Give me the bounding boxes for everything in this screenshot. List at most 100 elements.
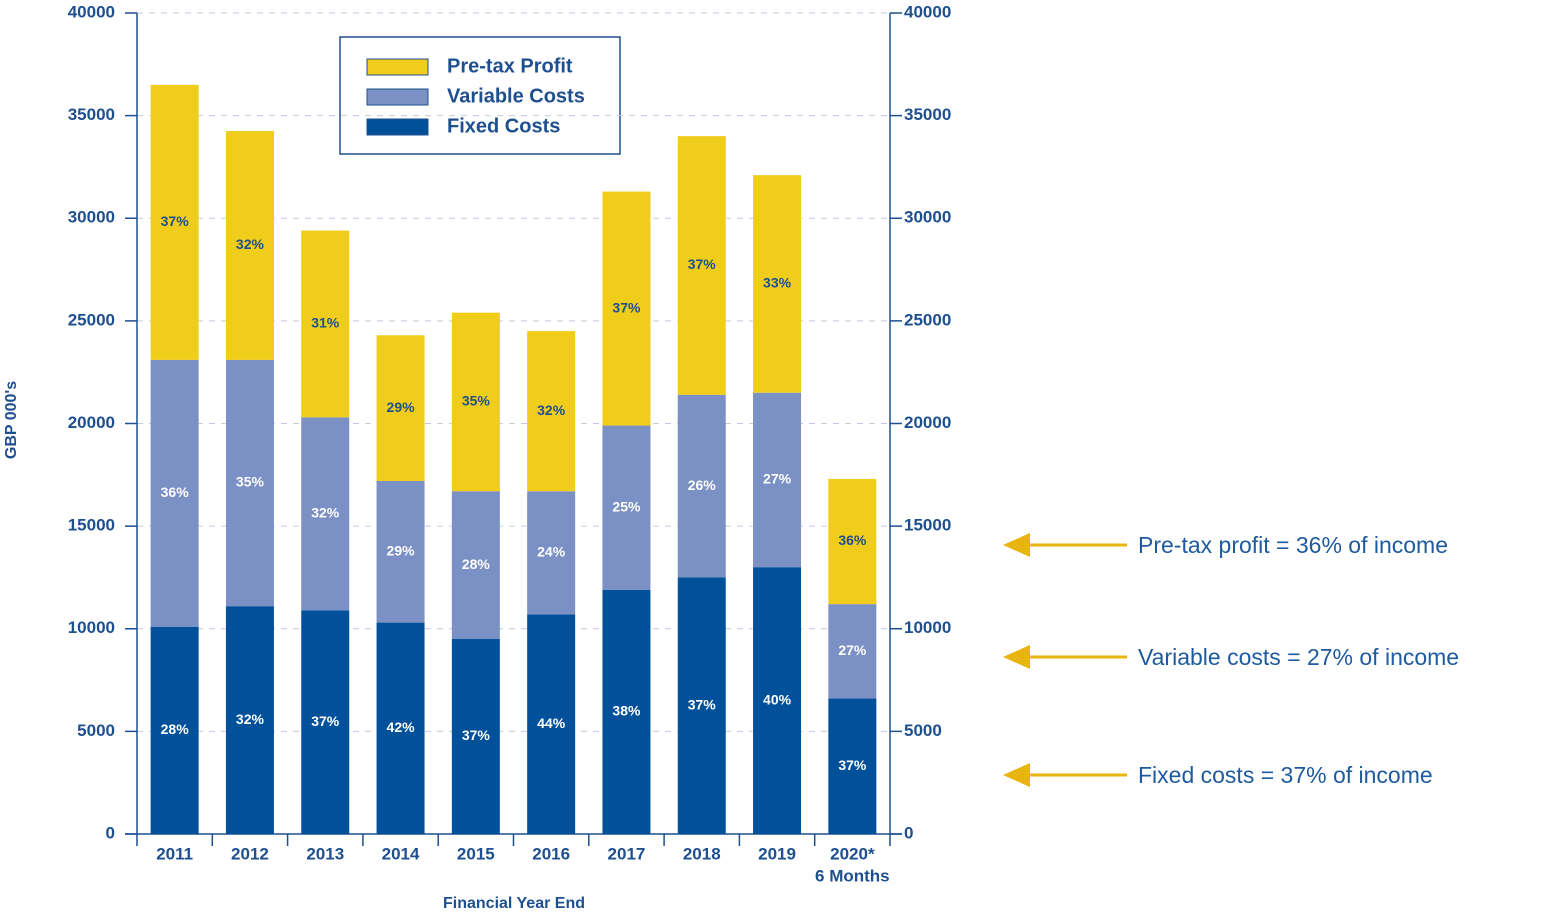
bar-segment xyxy=(451,639,500,834)
x-axis-title: Financial Year End xyxy=(443,895,585,912)
x-tick-label: 2015 xyxy=(457,844,495,863)
x-tick-label: 2020* xyxy=(830,844,875,863)
x-tick-label: 2012 xyxy=(231,844,269,863)
annotation-arrowhead xyxy=(1003,645,1030,669)
percent-label: 37% xyxy=(688,256,717,272)
percent-label: 24% xyxy=(537,544,566,560)
percent-label: 37% xyxy=(311,713,340,729)
bar-segment xyxy=(301,417,350,611)
bar-segment xyxy=(225,359,274,607)
bar-segment xyxy=(527,614,576,834)
percent-label: 32% xyxy=(236,711,265,727)
percent-label: 35% xyxy=(236,474,265,490)
y-tick-label: 35000 xyxy=(68,105,115,124)
legend-label: Fixed Costs xyxy=(447,115,560,137)
bar-segment xyxy=(376,480,425,623)
annotation-arrowhead xyxy=(1003,763,1030,787)
bar-segment xyxy=(677,394,726,578)
percent-label: 37% xyxy=(161,213,190,229)
bar-segment xyxy=(150,84,199,360)
bar-segment xyxy=(602,589,651,834)
bar-segment xyxy=(451,491,500,640)
percent-label: 28% xyxy=(462,556,491,572)
y2-tick-label: 5000 xyxy=(904,721,942,740)
percent-label: 31% xyxy=(311,315,340,331)
y2-tick-label: 20000 xyxy=(904,413,951,432)
bar-segment xyxy=(602,191,651,426)
bar-segment xyxy=(828,604,877,699)
bar-segment xyxy=(225,606,274,834)
annotation-arrowhead xyxy=(1003,533,1030,557)
y2-tick-label: 40000 xyxy=(904,2,951,21)
bar-segment xyxy=(451,312,500,492)
bar-segment xyxy=(301,230,350,418)
percent-label: 27% xyxy=(763,471,792,487)
legend-swatch xyxy=(366,88,429,106)
percent-label: 37% xyxy=(612,299,641,315)
y-tick-label: 0 xyxy=(106,823,115,842)
y-tick-label: 30000 xyxy=(68,208,115,227)
percent-label: 35% xyxy=(462,393,491,409)
percent-label: 44% xyxy=(537,715,566,731)
percent-label: 29% xyxy=(387,542,416,558)
percent-label: 37% xyxy=(838,757,867,773)
bar-segment xyxy=(376,622,425,834)
y2-tick-label: 10000 xyxy=(904,618,951,637)
y-tick-label: 40000 xyxy=(68,2,115,21)
percent-label: 36% xyxy=(838,532,867,548)
percent-label: 40% xyxy=(763,691,792,707)
percent-label: 42% xyxy=(387,719,416,735)
y2-tick-label: 0 xyxy=(904,823,913,842)
x-tick-label: 2017 xyxy=(608,844,646,863)
percent-label: 37% xyxy=(462,727,491,743)
annotation: Variable costs = 27% of income xyxy=(1138,644,1459,670)
percent-label: 32% xyxy=(236,236,265,252)
annotation: Fixed costs = 37% of income xyxy=(1138,762,1433,788)
legend-label: Variable Costs xyxy=(447,85,585,107)
y-tick-label: 5000 xyxy=(77,721,115,740)
legend-swatch xyxy=(366,118,429,136)
y-tick-label: 15000 xyxy=(68,516,115,535)
percent-label: 29% xyxy=(387,399,416,415)
percent-label: 25% xyxy=(612,498,641,514)
percent-label: 38% xyxy=(612,703,641,719)
x-tick-label: 2018 xyxy=(683,844,721,863)
y-axis-title: GBP 000's xyxy=(3,381,20,459)
bar-segment xyxy=(828,478,877,605)
bar-segment xyxy=(150,359,199,627)
x-tick-label: 2013 xyxy=(306,844,344,863)
legend-swatch xyxy=(366,58,429,76)
bar-segment xyxy=(301,610,350,834)
y-tick-label: 25000 xyxy=(68,310,115,329)
percent-label: 32% xyxy=(537,402,566,418)
x-tick-note: 6 Months xyxy=(815,866,890,885)
bar-segment xyxy=(677,577,726,834)
bar-segment xyxy=(753,175,802,393)
x-tick-label: 2014 xyxy=(382,844,420,863)
bar-segment xyxy=(527,491,576,615)
y-tick-label: 10000 xyxy=(68,618,115,637)
percent-label: 32% xyxy=(311,505,340,521)
x-tick-label: 2011 xyxy=(156,844,193,863)
bar-segment xyxy=(376,335,425,481)
legend-label: Pre-tax Profit xyxy=(447,55,573,77)
y2-tick-label: 25000 xyxy=(904,310,951,329)
percent-label: 27% xyxy=(838,642,867,658)
y2-tick-label: 15000 xyxy=(904,516,951,535)
y2-tick-label: 35000 xyxy=(904,105,951,124)
bar-segment xyxy=(753,392,802,568)
bar-segment xyxy=(677,136,726,395)
bar-segment xyxy=(527,331,576,492)
percent-label: 33% xyxy=(763,275,792,291)
bar-segment xyxy=(602,425,651,590)
percent-label: 26% xyxy=(688,477,717,493)
bar-segment xyxy=(753,567,802,834)
bar-segment xyxy=(828,698,877,834)
percent-label: 28% xyxy=(161,721,190,737)
x-tick-label: 2019 xyxy=(758,844,796,863)
percent-label: 37% xyxy=(688,696,717,712)
y-tick-label: 20000 xyxy=(68,413,115,432)
bar-segment xyxy=(225,131,274,360)
x-tick-label: 2016 xyxy=(532,844,570,863)
